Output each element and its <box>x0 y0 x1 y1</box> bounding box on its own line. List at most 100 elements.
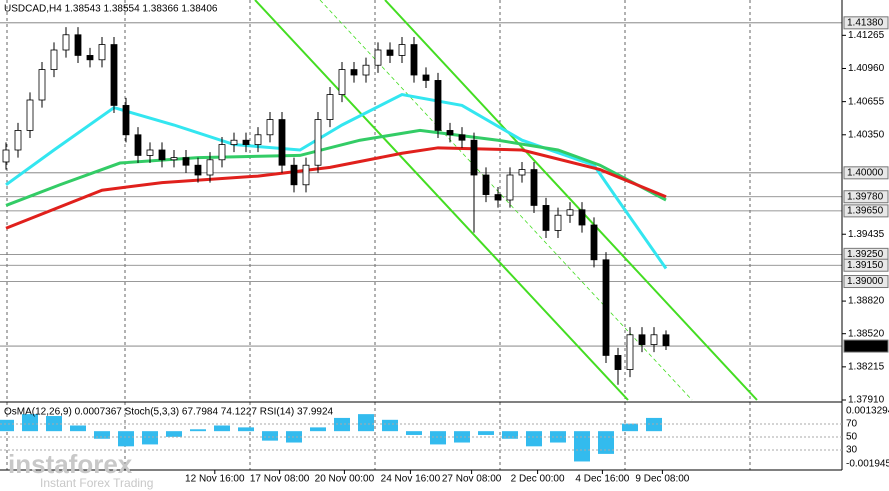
y-tick-label: 1.40350 <box>848 129 885 140</box>
candle-body <box>470 139 478 176</box>
candle-body <box>590 224 598 261</box>
level-label: 1.41380 <box>847 17 884 28</box>
candle-body <box>170 157 178 161</box>
osma-bar <box>358 414 374 432</box>
candle-body <box>542 205 550 231</box>
osma-bar <box>262 431 278 441</box>
candle-body <box>506 174 514 201</box>
osma-bar <box>310 427 326 432</box>
candle-body <box>26 99 34 131</box>
x-tick-label: 2 Dec 00:00 <box>511 474 565 485</box>
osma-bar <box>70 425 86 432</box>
candle-body <box>338 69 346 95</box>
indicator-axis-label: -0.001945 <box>846 459 889 470</box>
osma-bar <box>574 431 590 462</box>
candle-body <box>326 94 334 120</box>
y-tick-label: 1.40960 <box>848 63 885 74</box>
indicator-level-label: 30 <box>846 445 858 456</box>
candle-body <box>290 164 298 186</box>
candle-body <box>422 74 430 81</box>
candle-body <box>38 69 46 101</box>
candle-body <box>86 55 94 61</box>
level-box <box>843 190 889 204</box>
candle-body <box>662 334 670 347</box>
candle-body <box>650 334 658 345</box>
candle-body <box>50 49 58 70</box>
candle-body <box>2 149 10 163</box>
x-tick-label: 24 Nov 16:00 <box>381 474 441 485</box>
level-label: 1.39250 <box>847 249 884 260</box>
candle-body <box>62 34 70 51</box>
osma-bar <box>22 414 38 432</box>
candle-body <box>386 49 394 56</box>
candle-body <box>302 164 310 186</box>
x-tick-label: 17 Nov 08:00 <box>250 474 310 485</box>
osma-bar <box>406 431 422 435</box>
brand: instaforex <box>8 449 133 479</box>
candle-body <box>374 49 382 66</box>
x-tick-label: 12 Nov 16:00 <box>185 474 245 485</box>
osma-bar <box>502 431 518 439</box>
candle-body <box>566 209 574 216</box>
candle-body <box>530 169 538 206</box>
candle-body <box>554 214 562 231</box>
osma-bar <box>238 427 254 432</box>
osma-bar <box>214 425 230 432</box>
osma-bar <box>166 431 182 437</box>
candle-body <box>518 169 526 176</box>
candle-body <box>146 149 154 156</box>
indicator-level-label: 50 <box>846 432 858 443</box>
candle-body <box>254 134 262 145</box>
candle-body <box>482 174 490 195</box>
candle-body <box>626 334 634 370</box>
osma-bar <box>190 429 206 432</box>
candle-body <box>206 159 214 176</box>
candle-body <box>278 119 286 166</box>
candle-body <box>194 164 202 176</box>
level-box <box>843 258 889 272</box>
level-box <box>843 204 889 218</box>
candle-body <box>110 44 118 106</box>
candle-body <box>398 44 406 56</box>
candle-body <box>266 119 274 136</box>
x-tick-label: 27 Nov 08:00 <box>442 474 502 485</box>
y-tick-label: 1.38520 <box>848 328 885 339</box>
price-axis: 1.41265 1.40960 1.40655 1.40350 1.39435 1.388… <box>842 16 889 406</box>
y-tick-label: 1.37910 <box>848 395 885 406</box>
osma-bar <box>142 431 158 445</box>
brand-tagline: Instant Forex Trading <box>40 476 153 490</box>
osma-bar <box>430 431 446 445</box>
y-tick-label: 1.38820 <box>848 296 885 307</box>
osma-bar <box>382 419 398 432</box>
candle-body <box>122 105 130 136</box>
candle-body <box>458 134 466 141</box>
candle-body <box>434 80 442 131</box>
level-label: 1.39780 <box>847 191 884 202</box>
osma-bar <box>334 417 350 432</box>
y-tick-label: 1.41265 <box>848 30 885 41</box>
candle-body <box>158 149 166 161</box>
candle-body <box>218 144 226 161</box>
candle-body <box>494 194 502 201</box>
y-tick-label: 1.39435 <box>848 229 885 240</box>
level-box <box>843 16 889 30</box>
level-label: 1.39000 <box>847 276 884 287</box>
osma-bar <box>118 431 134 447</box>
level-box <box>843 275 889 289</box>
x-tick-label: 4 Dec 16:00 <box>575 474 629 485</box>
level-label: 1.40000 <box>847 167 884 178</box>
candle-body <box>614 355 622 370</box>
osma-bar <box>622 423 638 432</box>
level-label: 1.38406 <box>847 341 884 352</box>
candle-body <box>314 119 322 166</box>
x-tick-label: 9 Dec 08:00 <box>635 474 689 485</box>
osma-bar <box>94 431 110 439</box>
candle-body <box>98 44 106 61</box>
candle-body <box>230 139 238 145</box>
osma-bar <box>646 417 662 432</box>
candle-body <box>74 34 82 56</box>
moving-average <box>5 128 667 207</box>
